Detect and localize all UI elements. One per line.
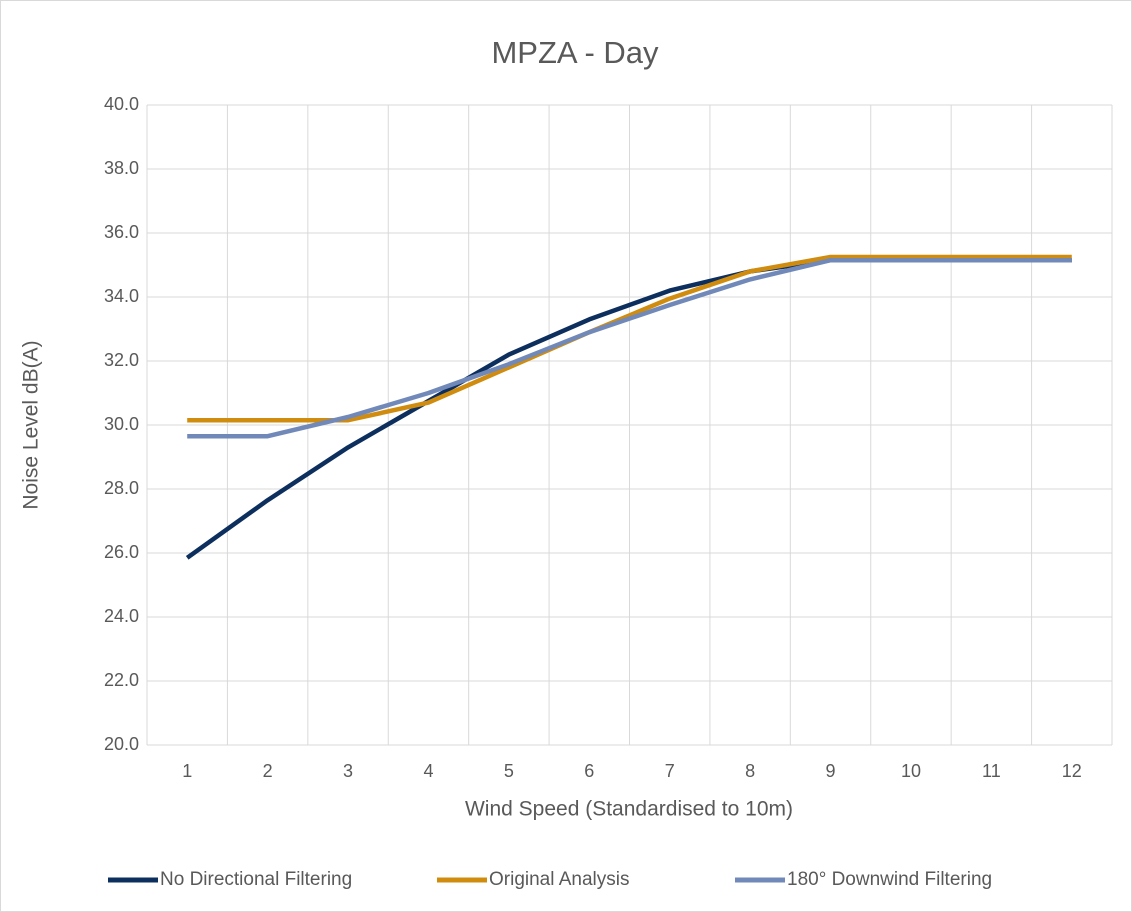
x-tick-label: 3: [343, 761, 353, 781]
y-tick-label: 36.0: [104, 222, 139, 242]
series-line: [187, 257, 1072, 439]
x-tick-label: 9: [826, 761, 836, 781]
legend-label: 180° Downwind Filtering: [787, 869, 992, 890]
x-axis-label: Wind Speed (Standardised to 10m): [465, 798, 793, 821]
x-tick-label: 1: [182, 761, 192, 781]
legend-label: Original Analysis: [489, 869, 629, 890]
y-tick-label: 20.0: [104, 734, 139, 754]
y-tick-label: 24.0: [104, 606, 139, 626]
y-tick-label: 38.0: [104, 158, 139, 178]
y-tick-label: 28.0: [104, 478, 139, 498]
x-tick-label: 5: [504, 761, 514, 781]
x-tick-label: 2: [263, 761, 273, 781]
y-tick-label: 32.0: [104, 350, 139, 370]
x-tick-label: 6: [584, 761, 594, 781]
chart-title: MPZA - Day: [491, 35, 659, 70]
y-tick-label: 26.0: [104, 542, 139, 562]
y-tick-label: 22.0: [104, 670, 139, 690]
legend-label: No Directional Filtering: [160, 869, 352, 890]
x-tick-label: 8: [745, 761, 755, 781]
y-axis-label: Noise Level dB(A): [20, 340, 43, 509]
y-tick-label: 30.0: [104, 414, 139, 434]
x-tick-label: 10: [901, 761, 921, 781]
x-tick-label: 11: [982, 761, 1001, 781]
y-tick-label: 40.0: [104, 94, 139, 114]
x-tick-label: 7: [665, 761, 675, 781]
y-tick-label: 34.0: [104, 286, 139, 306]
x-tick-label: 4: [423, 761, 433, 781]
x-tick-label: 12: [1062, 761, 1082, 781]
